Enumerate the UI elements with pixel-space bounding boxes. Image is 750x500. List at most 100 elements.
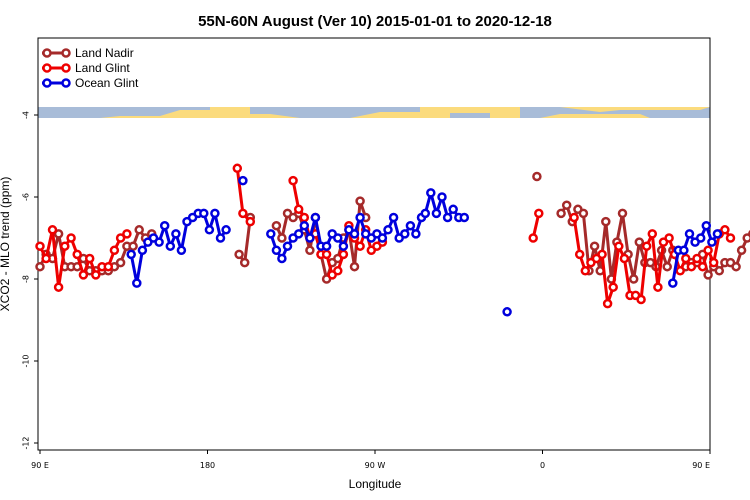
data-point xyxy=(232,163,243,174)
data-point xyxy=(78,270,89,280)
data-point xyxy=(437,192,447,202)
data-point xyxy=(199,208,209,219)
data-point xyxy=(701,220,712,231)
data-point xyxy=(668,278,678,288)
data-point xyxy=(561,200,572,210)
data-point xyxy=(221,225,231,235)
chart-title: 55N-60N August (Ver 10) 2015-01-01 to 20… xyxy=(198,13,552,30)
data-point xyxy=(137,245,148,256)
data-point xyxy=(305,233,315,243)
data-point xyxy=(154,237,164,247)
data-point xyxy=(204,225,215,235)
y-tick-label: -6 xyxy=(22,193,31,201)
data-point xyxy=(47,225,58,235)
data-point xyxy=(176,245,187,256)
legend-item: Land Nadir xyxy=(42,46,134,60)
x-tick-label: 0 xyxy=(540,461,545,470)
data-point xyxy=(277,253,287,264)
data-point xyxy=(731,261,741,272)
data-point xyxy=(703,245,713,256)
data-point xyxy=(448,204,458,215)
data-point xyxy=(608,282,618,292)
data-point xyxy=(411,229,421,239)
data-point xyxy=(442,212,453,223)
data-point xyxy=(597,249,607,260)
data-point xyxy=(53,282,64,292)
data-point xyxy=(271,220,282,231)
data-point xyxy=(103,261,114,272)
data-point xyxy=(355,241,365,251)
y-tick-label: -10 xyxy=(22,354,31,367)
data-point xyxy=(91,270,101,280)
data-point xyxy=(675,266,685,276)
data-point xyxy=(534,208,544,219)
data-point xyxy=(742,233,750,243)
data-point xyxy=(355,212,365,223)
data-point xyxy=(165,241,176,251)
series-ocean-glint xyxy=(126,175,723,317)
data-point xyxy=(400,229,410,239)
world-map-strip xyxy=(38,107,710,118)
y-axis-label: XCO2 - MLO trend (ppm) xyxy=(0,177,12,312)
data-point xyxy=(128,241,138,251)
x-axis-label: Longitude xyxy=(349,477,402,491)
data-point xyxy=(580,266,591,276)
data-point xyxy=(426,188,436,198)
series-layer xyxy=(35,163,750,317)
data-point xyxy=(703,270,713,280)
data-point xyxy=(234,249,244,260)
data-point xyxy=(736,245,747,256)
data-point xyxy=(634,237,645,247)
data-point xyxy=(708,257,719,268)
data-point xyxy=(647,229,658,239)
data-point xyxy=(431,208,442,219)
data-point xyxy=(578,208,589,219)
x-axis: 90 E 180 90 W 0 90 E xyxy=(31,450,711,470)
data-point xyxy=(338,241,349,251)
data-point xyxy=(210,208,220,219)
data-point xyxy=(601,216,611,227)
data-point xyxy=(288,175,298,186)
data-point xyxy=(377,233,388,243)
data-point xyxy=(692,253,702,264)
data-point xyxy=(528,233,538,243)
data-point xyxy=(338,249,349,260)
data-point xyxy=(641,241,652,251)
legend-marker xyxy=(61,48,71,58)
data-point xyxy=(664,233,674,243)
y-tick-label: -8 xyxy=(22,275,31,283)
data-point xyxy=(602,298,613,309)
legend-marker xyxy=(42,63,52,73)
data-point xyxy=(653,282,663,292)
x-tick-label: 180 xyxy=(200,461,215,470)
data-point xyxy=(697,261,708,272)
data-point xyxy=(238,208,248,219)
data-point xyxy=(349,229,360,239)
data-point xyxy=(310,212,321,223)
data-point xyxy=(725,233,736,243)
data-point xyxy=(707,237,717,247)
data-point xyxy=(238,175,248,186)
data-point xyxy=(134,225,144,235)
data-point xyxy=(72,249,82,260)
y-tick-label: -4 xyxy=(22,111,31,119)
x-tick-label: 90 E xyxy=(31,461,49,470)
data-point xyxy=(293,229,304,239)
data-point xyxy=(712,229,723,239)
data-point xyxy=(159,220,170,231)
data-point xyxy=(614,241,624,251)
data-point xyxy=(459,212,470,223)
data-point xyxy=(383,225,393,235)
data-point xyxy=(282,241,293,251)
data-point xyxy=(349,261,360,272)
legend-item: Land Glint xyxy=(42,61,130,75)
data-point xyxy=(333,266,343,276)
data-point xyxy=(115,257,126,268)
x-tick-label: 90 W xyxy=(365,461,386,470)
data-point xyxy=(293,204,304,215)
data-point xyxy=(355,196,365,206)
data-point xyxy=(66,233,76,243)
data-point xyxy=(115,233,126,243)
